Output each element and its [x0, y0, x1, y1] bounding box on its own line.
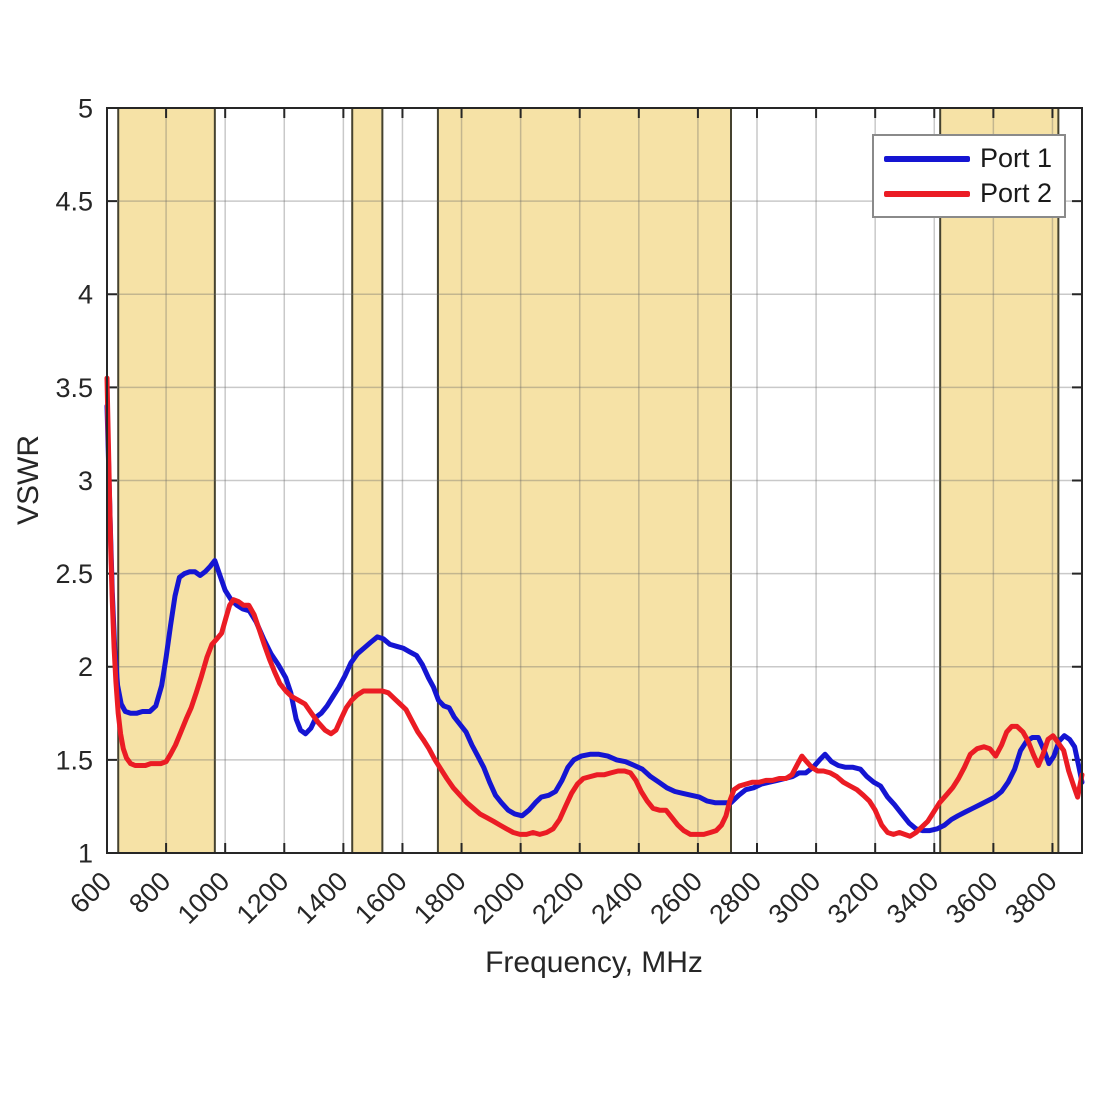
legend: Port 1 Port 2 [872, 134, 1066, 218]
port1-line-swatch [884, 155, 970, 162]
y-tick-label: 3 [78, 466, 93, 496]
x-tick-label: 2800 [704, 866, 768, 930]
y-tick-label: 2.5 [55, 559, 93, 589]
port2-line-swatch [884, 190, 970, 197]
y-tick-label: 2 [78, 652, 93, 682]
x-tick-label: 800 [123, 866, 176, 919]
y-tick-label: 1 [78, 838, 93, 868]
x-tick-label: 3800 [999, 866, 1063, 930]
plot-border [106, 107, 1083, 854]
highlight-band [939, 107, 1060, 854]
x-tick-label: 2000 [467, 866, 531, 930]
x-tick-label: 1800 [408, 866, 472, 930]
y-axis-title: VSWR [12, 435, 45, 525]
legend-item-port1: Port 1 [884, 145, 1054, 172]
y-tick-label: 4.5 [55, 187, 93, 217]
legend-label-port1: Port 1 [980, 143, 1053, 173]
y-tick-label: 5 [78, 93, 93, 123]
y-tick-label: 4 [78, 280, 93, 310]
x-tick-label: 2400 [585, 866, 649, 930]
x-tick-label: 2200 [526, 866, 590, 930]
port-1-curve [104, 403, 1085, 834]
highlight-band [117, 107, 216, 854]
port-2-curve [104, 375, 1085, 839]
legend-item-port2: Port 2 [884, 180, 1054, 207]
x-tick-label: 3000 [763, 866, 827, 930]
x-tick-label: 1400 [290, 866, 354, 930]
x-tick-label: 3400 [881, 866, 945, 930]
legend-label-port2: Port 2 [980, 178, 1053, 208]
x-tick-label: 600 [64, 866, 117, 919]
x-tick-label: 3600 [940, 866, 1004, 930]
y-tick-label: 1.5 [55, 745, 93, 775]
x-tick-label: 1600 [349, 866, 413, 930]
x-tick-label: 2600 [644, 866, 708, 930]
y-tick-label: 3.5 [55, 373, 93, 403]
x-tick-label: 1200 [231, 866, 295, 930]
x-tick-label: 1000 [172, 866, 236, 930]
x-tick-label: 3200 [822, 866, 886, 930]
x-axis-title: Frequency, MHz [485, 946, 703, 979]
